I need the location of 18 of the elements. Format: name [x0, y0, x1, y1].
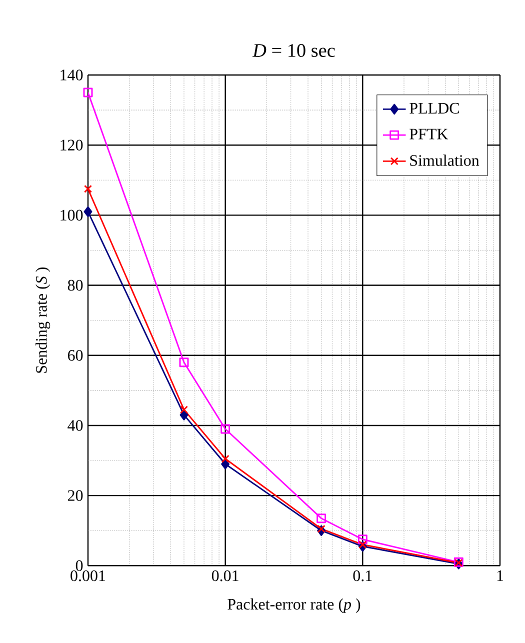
- y-tick-label: 120: [60, 140, 83, 150]
- x-tick-label: 0.1: [353, 570, 372, 582]
- y-tick-label: 80: [68, 280, 83, 291]
- y-tick-label: 0: [76, 560, 83, 572]
- legend-label: Simulation: [410, 154, 480, 166]
- y-tick-label: 60: [68, 350, 83, 361]
- x-tick-label: 0.001: [70, 570, 106, 582]
- y-tick-label: 40: [68, 420, 83, 431]
- y-axis-title: Sending rate (S ): [36, 268, 50, 373]
- legend-label: PFTK: [410, 128, 448, 140]
- legend-label: PLLDC: [410, 102, 459, 114]
- x-axis-title: Packet-error rate (p ): [228, 598, 360, 613]
- y-tick-label: 20: [68, 490, 83, 501]
- x-tick-label: 0.01: [212, 570, 238, 582]
- y-tick-label: 140: [60, 70, 83, 80]
- chart-title: D = 10 sec: [252, 44, 335, 57]
- x-tick-label: 1: [497, 570, 504, 581]
- y-tick-label: 100: [60, 210, 83, 221]
